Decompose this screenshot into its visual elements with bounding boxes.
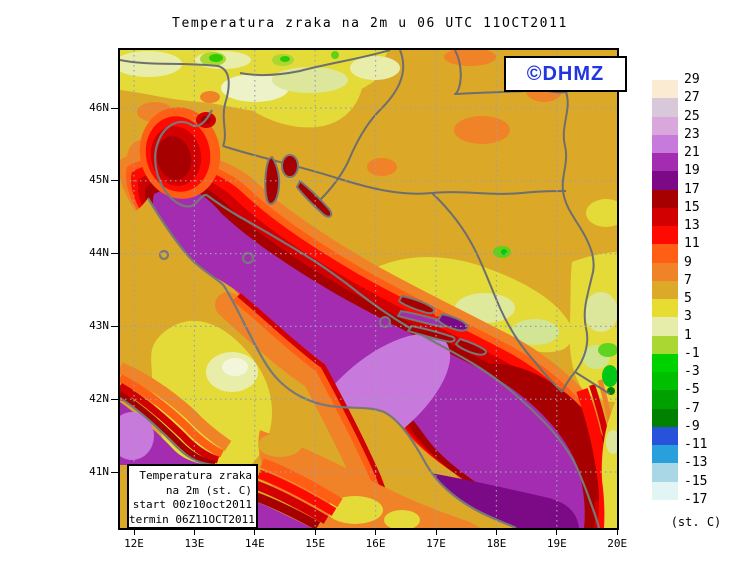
east-cool-zone — [569, 199, 617, 402]
legend-value-label: -15 — [684, 473, 708, 489]
y-axis-tick — [111, 253, 118, 255]
y-axis-tick — [111, 398, 118, 400]
legend-value-label: 21 — [684, 145, 700, 161]
y-axis-label: 41N — [89, 464, 109, 478]
legend-value-label: 29 — [684, 72, 700, 87]
legend-swatch — [652, 244, 678, 264]
legend-value-label: -7 — [684, 400, 700, 416]
legend-value-label: 25 — [684, 108, 700, 124]
y-axis-tick — [111, 107, 118, 109]
x-axis-tick — [133, 530, 135, 535]
y-axis-label: 46N — [89, 100, 109, 114]
x-axis-tick — [435, 530, 437, 535]
legend-swatch — [652, 134, 678, 154]
x-axis-label: 14E — [244, 537, 265, 550]
dhmz-badge-text: ©DHMZ — [526, 62, 605, 85]
legend-value-label: 5 — [684, 291, 692, 307]
adriatic-islands — [264, 154, 487, 356]
run-info-line: termin 06Z11OCT2011 — [129, 512, 255, 526]
legend-value-label: 9 — [684, 254, 692, 270]
y-axis-label: 43N — [89, 318, 109, 332]
dhmz-copyright-badge: ©DHMZ — [504, 56, 627, 92]
legend-value-label: -3 — [684, 364, 700, 380]
legend-swatch — [652, 426, 678, 446]
x-axis-tick — [314, 530, 316, 535]
y-axis-label: 42N — [89, 391, 109, 405]
legend-swatch — [652, 80, 678, 99]
legend-swatch — [652, 207, 678, 227]
legend-swatch — [652, 463, 678, 483]
legend-swatch — [652, 372, 678, 391]
legend-swatch — [652, 262, 678, 282]
x-axis-tick — [193, 530, 195, 535]
legend-swatch — [652, 98, 678, 117]
legend-swatch — [652, 317, 678, 337]
legend-value-label: 11 — [684, 236, 700, 252]
x-axis-label: 12E — [124, 537, 144, 550]
map-frame — [118, 48, 619, 530]
legend-value-label: 23 — [684, 126, 700, 142]
legend-swatch — [652, 353, 678, 373]
legend-swatch — [652, 226, 678, 245]
coastlines — [120, 109, 601, 528]
legend-value-label: 19 — [684, 163, 700, 179]
legend-value-label: -17 — [684, 491, 708, 507]
run-info-line: start 00z10oct2011 — [132, 498, 252, 511]
legend-value-label: -5 — [684, 382, 700, 398]
legend-value-label: -13 — [684, 455, 708, 471]
legend-value-label: 17 — [684, 181, 700, 197]
x-axis-tick — [495, 530, 497, 535]
run-info-line: Temperatura zraka — [139, 469, 252, 482]
legend-value-label: 15 — [684, 199, 700, 215]
legend-swatch — [652, 390, 678, 410]
x-axis-tick — [375, 530, 377, 535]
legend-value-label: 27 — [684, 90, 700, 106]
legend-swatch — [652, 481, 678, 501]
legend-value-label: 13 — [684, 218, 700, 234]
legend-swatch — [652, 408, 678, 428]
legend-swatch — [652, 171, 678, 191]
x-axis-label: 19E — [546, 537, 567, 550]
legend-value-label: 3 — [684, 309, 692, 325]
run-info-box: Temperatura zraka na 2m (st. C) start 00z1… — [127, 464, 258, 529]
temperature-map-canvas — [120, 50, 617, 528]
taranto-gulf-wedge — [252, 458, 343, 528]
y-axis-tick — [111, 325, 118, 327]
legend-swatch — [652, 299, 678, 318]
x-axis-label: 16E — [365, 537, 386, 550]
north-cool-zone — [120, 50, 400, 128]
legend-swatch — [652, 116, 678, 136]
legend-swatch — [652, 189, 678, 209]
x-axis-tick — [616, 530, 618, 535]
legend-value-label: -1 — [684, 345, 700, 361]
x-axis-label: 13E — [184, 537, 205, 550]
legend-swatch — [652, 153, 678, 172]
x-axis-label: 20E — [607, 537, 628, 550]
legend-unit-label: (st. C) — [670, 515, 722, 529]
tyrrhenian-sea-corner — [120, 362, 232, 467]
y-axis-tick — [111, 180, 118, 182]
legend-swatch — [652, 445, 678, 464]
y-axis-tick — [111, 471, 118, 473]
x-axis-label: 17E — [426, 537, 446, 550]
legend-value-label: -9 — [684, 418, 700, 434]
x-axis-tick — [254, 530, 256, 535]
x-axis-tick — [556, 530, 558, 535]
legend-value-label: 1 — [684, 327, 692, 343]
y-axis-label: 45N — [89, 173, 109, 187]
page-title: Temperatura zraka na 2m u 06 UTC 11OCT20… — [172, 16, 568, 31]
x-axis-label: 15E — [305, 537, 326, 550]
run-info-line: na 2m (st. C) — [165, 483, 252, 497]
legend-value-label: -11 — [684, 437, 708, 453]
legend-swatch — [652, 335, 678, 355]
legend-swatch — [652, 280, 678, 300]
legend-value-label: 7 — [684, 272, 692, 288]
x-axis-label: 18E — [486, 537, 507, 550]
y-axis-label: 44N — [89, 246, 109, 260]
